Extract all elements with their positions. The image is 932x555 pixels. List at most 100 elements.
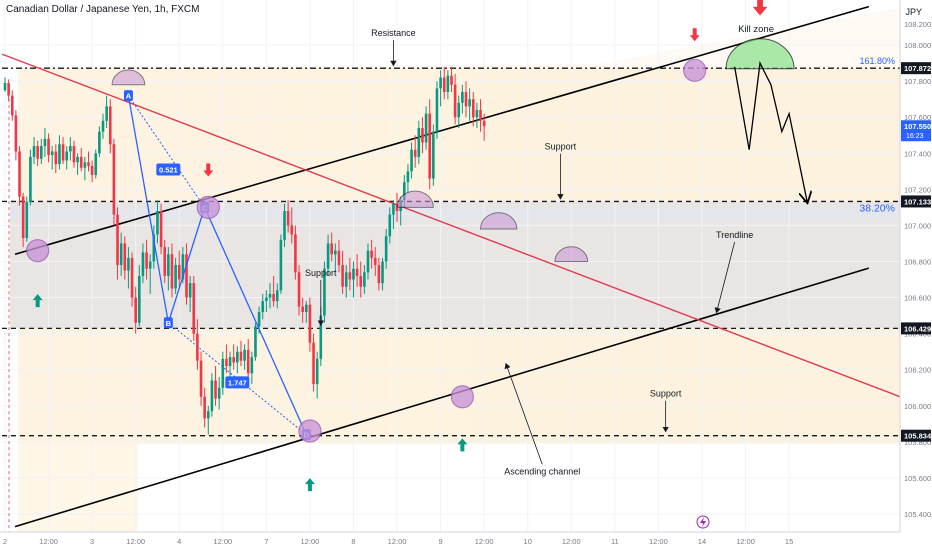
time-tick-13: 12:00 (562, 537, 581, 546)
candle-body-116 (424, 113, 428, 143)
arc-mark-0 (111, 69, 146, 86)
candle-body-1 (7, 82, 10, 96)
candle-body-42 (156, 210, 159, 235)
candle-body-6 (25, 201, 29, 239)
price-axis-bg (900, 0, 932, 550)
candle-body-102 (373, 257, 377, 266)
candle-body-32 (119, 243, 123, 266)
candle-body-75 (275, 290, 279, 302)
candle-body-70 (257, 311, 261, 327)
circle-mark-3 (450, 385, 474, 409)
candle-body-33 (123, 243, 127, 271)
candle-body-107 (392, 203, 395, 215)
candle-body-84 (308, 304, 312, 343)
candle-body-119 (435, 88, 439, 132)
level-tag-0: 107.872 (904, 64, 931, 73)
time-tick-0: 2 (3, 537, 7, 546)
candle-body-110 (403, 182, 406, 201)
level-tag-2: 106.429 (904, 324, 931, 333)
candle-body-103 (377, 265, 381, 284)
candle-body-99 (363, 272, 366, 287)
current-price-label: 107.550 (904, 122, 931, 131)
candle-body-35 (130, 257, 134, 298)
fib-tint (10, 206, 900, 221)
candle-body-28 (105, 106, 108, 121)
time-tick-15: 12:00 (649, 537, 668, 546)
candle-body-88 (323, 268, 326, 316)
candle-body-71 (261, 301, 265, 312)
candle-body-126 (461, 91, 464, 103)
candle-body-4 (18, 151, 21, 197)
time-tick-10: 9 (439, 537, 443, 546)
candle-body-95 (348, 272, 352, 280)
candle-body-127 (464, 91, 468, 107)
bottom-cream-zone (18, 435, 138, 532)
candle-body-129 (471, 99, 475, 118)
time-axis-bg (0, 532, 932, 550)
candle-body-124 (453, 84, 457, 118)
circle-mark-4 (683, 58, 707, 82)
candle-body-87 (319, 315, 323, 359)
pattern-ratio-0: 0.521 (159, 166, 178, 175)
circle-mark-1 (196, 195, 220, 219)
candle-body-31 (116, 214, 119, 266)
candle-body-113 (413, 149, 417, 157)
candle-body-83 (304, 304, 308, 312)
currency-label: JPY (905, 7, 922, 17)
candle-body-73 (268, 293, 272, 298)
fib-label-1: 38.20% (859, 202, 895, 214)
pattern-ratio-tag-0 (156, 163, 181, 176)
candle-body-120 (439, 77, 442, 89)
price-tick-1: 107.800 (904, 77, 931, 86)
arc-mark-3 (554, 246, 589, 262)
candle-body-39 (145, 252, 148, 269)
candle-body-68 (250, 357, 254, 374)
candle-body-43 (159, 210, 163, 248)
candle-body-27 (101, 120, 105, 132)
candle-body-80 (294, 234, 297, 273)
price-tick-11: 105.800 (904, 438, 931, 447)
candle-body-86 (315, 358, 319, 385)
time-tick-6: 7 (264, 537, 268, 546)
current-price-tag-bg (901, 120, 931, 142)
lightning-icon (700, 517, 706, 527)
level-tag-bg-2 (901, 322, 931, 335)
fib-label-0: 161.80% (859, 56, 895, 66)
pattern-point-A: A (126, 92, 132, 101)
time-tick-7: 12:00 (301, 537, 320, 546)
candle-body-104 (381, 261, 384, 284)
candle-body-18 (69, 146, 72, 152)
circle-mark-0 (26, 239, 50, 263)
candle-body-19 (72, 146, 76, 163)
pattern-point-A-tag (123, 90, 133, 102)
candle-body-29 (108, 106, 112, 145)
pattern-ratio-1: 1.747 (228, 378, 247, 387)
candle-body-66 (243, 349, 246, 361)
candle-body-47 (174, 265, 177, 289)
candle-body-101 (370, 250, 373, 258)
up-arrow-2 (457, 438, 468, 452)
price-tick-13: 105.400 (904, 510, 931, 519)
candle-body-79 (290, 225, 294, 235)
candle-body-115 (421, 128, 424, 143)
candle-body-54 (199, 360, 203, 397)
price-tick-5: 107.000 (904, 221, 931, 230)
candle-body-5 (21, 196, 25, 239)
candle-body-38 (141, 252, 145, 276)
pattern-ratio-tag-1 (225, 376, 250, 389)
down-arrow-0 (203, 163, 214, 177)
time-tick-1: 12:00 (39, 537, 58, 546)
candle-body-57 (210, 380, 214, 412)
candle-body-82 (301, 306, 304, 312)
candle-body-20 (76, 156, 79, 163)
candle-body-3 (14, 115, 18, 152)
candle-body-132 (482, 120, 486, 127)
candle-body-25 (94, 153, 98, 175)
candle-body-13 (50, 151, 54, 156)
candle-body-52 (192, 283, 196, 334)
price-tick-10: 106.000 (904, 402, 931, 411)
candle-body-77 (283, 210, 286, 240)
trendline (1, 53, 901, 398)
candle-body-74 (272, 293, 275, 302)
